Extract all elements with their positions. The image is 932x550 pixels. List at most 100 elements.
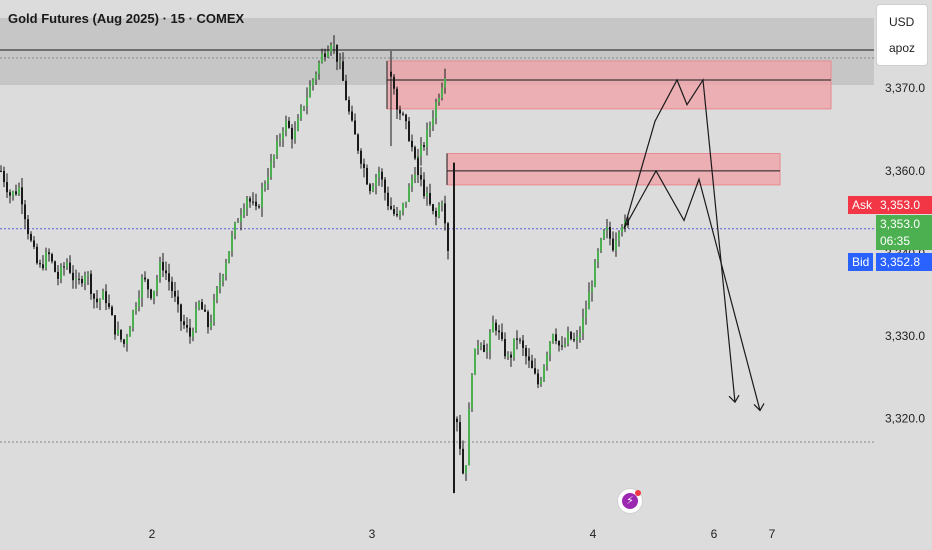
candle-body bbox=[618, 232, 620, 241]
candle-body bbox=[93, 293, 95, 299]
candle-body bbox=[345, 80, 347, 101]
candle-body bbox=[336, 44, 338, 62]
candle-body bbox=[222, 275, 224, 282]
candle-body bbox=[300, 107, 302, 119]
candle-body bbox=[249, 198, 251, 202]
candle-body bbox=[486, 350, 488, 352]
flash-badge[interactable]: ⚡ bbox=[617, 488, 643, 514]
arrow-head-icon bbox=[753, 403, 765, 412]
candle-body bbox=[261, 188, 263, 208]
candle-body bbox=[57, 271, 59, 279]
candle-body bbox=[357, 134, 359, 151]
candle-body bbox=[369, 184, 371, 192]
candle-body bbox=[210, 321, 212, 328]
candle-body bbox=[444, 203, 446, 224]
candle-body bbox=[378, 171, 380, 178]
candle-body bbox=[174, 290, 176, 297]
candle-body bbox=[36, 246, 38, 264]
candle-body bbox=[99, 299, 101, 303]
candle-body bbox=[24, 204, 26, 220]
candle-body bbox=[384, 179, 386, 193]
candle-body bbox=[561, 345, 563, 347]
candle-body bbox=[198, 302, 200, 309]
candle-body bbox=[273, 155, 275, 161]
candle-body bbox=[441, 203, 443, 206]
candle-body bbox=[192, 331, 194, 337]
candle-body bbox=[396, 213, 398, 216]
candle-body bbox=[438, 205, 440, 217]
projection-path bbox=[623, 169, 761, 411]
symbol-title: Gold Futures (Aug 2025) · 15 · COMEX bbox=[8, 11, 245, 26]
candle-body bbox=[405, 201, 407, 204]
candle-body bbox=[66, 262, 68, 268]
candle-body bbox=[423, 145, 425, 147]
time-tick-label: 3 bbox=[369, 527, 376, 541]
candle-body bbox=[612, 238, 614, 251]
candle-body bbox=[270, 160, 272, 178]
candle-body bbox=[426, 192, 428, 197]
candle-body bbox=[588, 291, 590, 310]
candle-body bbox=[396, 88, 398, 110]
candle-body bbox=[180, 304, 182, 322]
candle-body bbox=[96, 298, 98, 303]
candle-body bbox=[45, 252, 47, 269]
projection-path bbox=[623, 78, 736, 403]
candle-body bbox=[420, 175, 422, 180]
candle-body bbox=[621, 227, 623, 233]
projection-paths bbox=[623, 78, 765, 412]
candle-body bbox=[414, 147, 416, 159]
notification-dot-icon bbox=[635, 490, 641, 496]
candle-body bbox=[591, 286, 593, 292]
candle-body bbox=[54, 261, 56, 272]
candle-body bbox=[351, 111, 353, 121]
candle-body bbox=[6, 182, 8, 193]
candle-body bbox=[600, 238, 602, 251]
candle-body bbox=[474, 348, 476, 375]
candle-body bbox=[171, 281, 173, 291]
candle-body bbox=[219, 281, 221, 288]
candle-body bbox=[480, 344, 482, 346]
candle-body bbox=[441, 87, 443, 99]
candle-body bbox=[387, 192, 389, 207]
candle-body bbox=[522, 340, 524, 348]
candle-body bbox=[507, 354, 509, 357]
candle-body bbox=[540, 380, 542, 385]
candle-body bbox=[537, 373, 539, 385]
candle-body bbox=[246, 198, 248, 209]
candle-body bbox=[189, 327, 191, 337]
currency-selector[interactable]: USD apoz bbox=[876, 4, 928, 66]
candle-body bbox=[288, 120, 290, 128]
candle-body bbox=[438, 98, 440, 102]
candle-body bbox=[555, 334, 557, 342]
candle-body bbox=[552, 334, 554, 343]
candle-body bbox=[102, 291, 104, 300]
candle-body bbox=[243, 208, 245, 216]
candle-body bbox=[297, 118, 299, 131]
candle-body bbox=[534, 368, 536, 374]
candle-body bbox=[48, 252, 50, 255]
candle-body bbox=[594, 261, 596, 287]
candle-body bbox=[252, 201, 254, 203]
time-axis[interactable]: 2 3 4 6 7 bbox=[149, 527, 776, 541]
candle-body bbox=[147, 279, 149, 290]
candlesticks bbox=[0, 35, 629, 494]
candle-body bbox=[111, 306, 113, 316]
candle-body bbox=[201, 302, 203, 310]
candle-body bbox=[501, 332, 503, 340]
candle-body bbox=[339, 61, 341, 63]
candle-body bbox=[132, 310, 134, 328]
candle-body bbox=[579, 332, 581, 338]
candle-body bbox=[333, 44, 335, 46]
resistance-zones bbox=[386, 60, 832, 186]
candle-body bbox=[597, 250, 599, 262]
candle-body bbox=[3, 170, 5, 183]
candle-body bbox=[558, 341, 560, 346]
candle-body bbox=[234, 222, 236, 236]
time-tick-label: 7 bbox=[769, 527, 776, 541]
candle-body bbox=[156, 278, 158, 291]
candle-body bbox=[72, 272, 74, 281]
candle-body bbox=[348, 100, 350, 112]
candle-body bbox=[444, 78, 446, 88]
